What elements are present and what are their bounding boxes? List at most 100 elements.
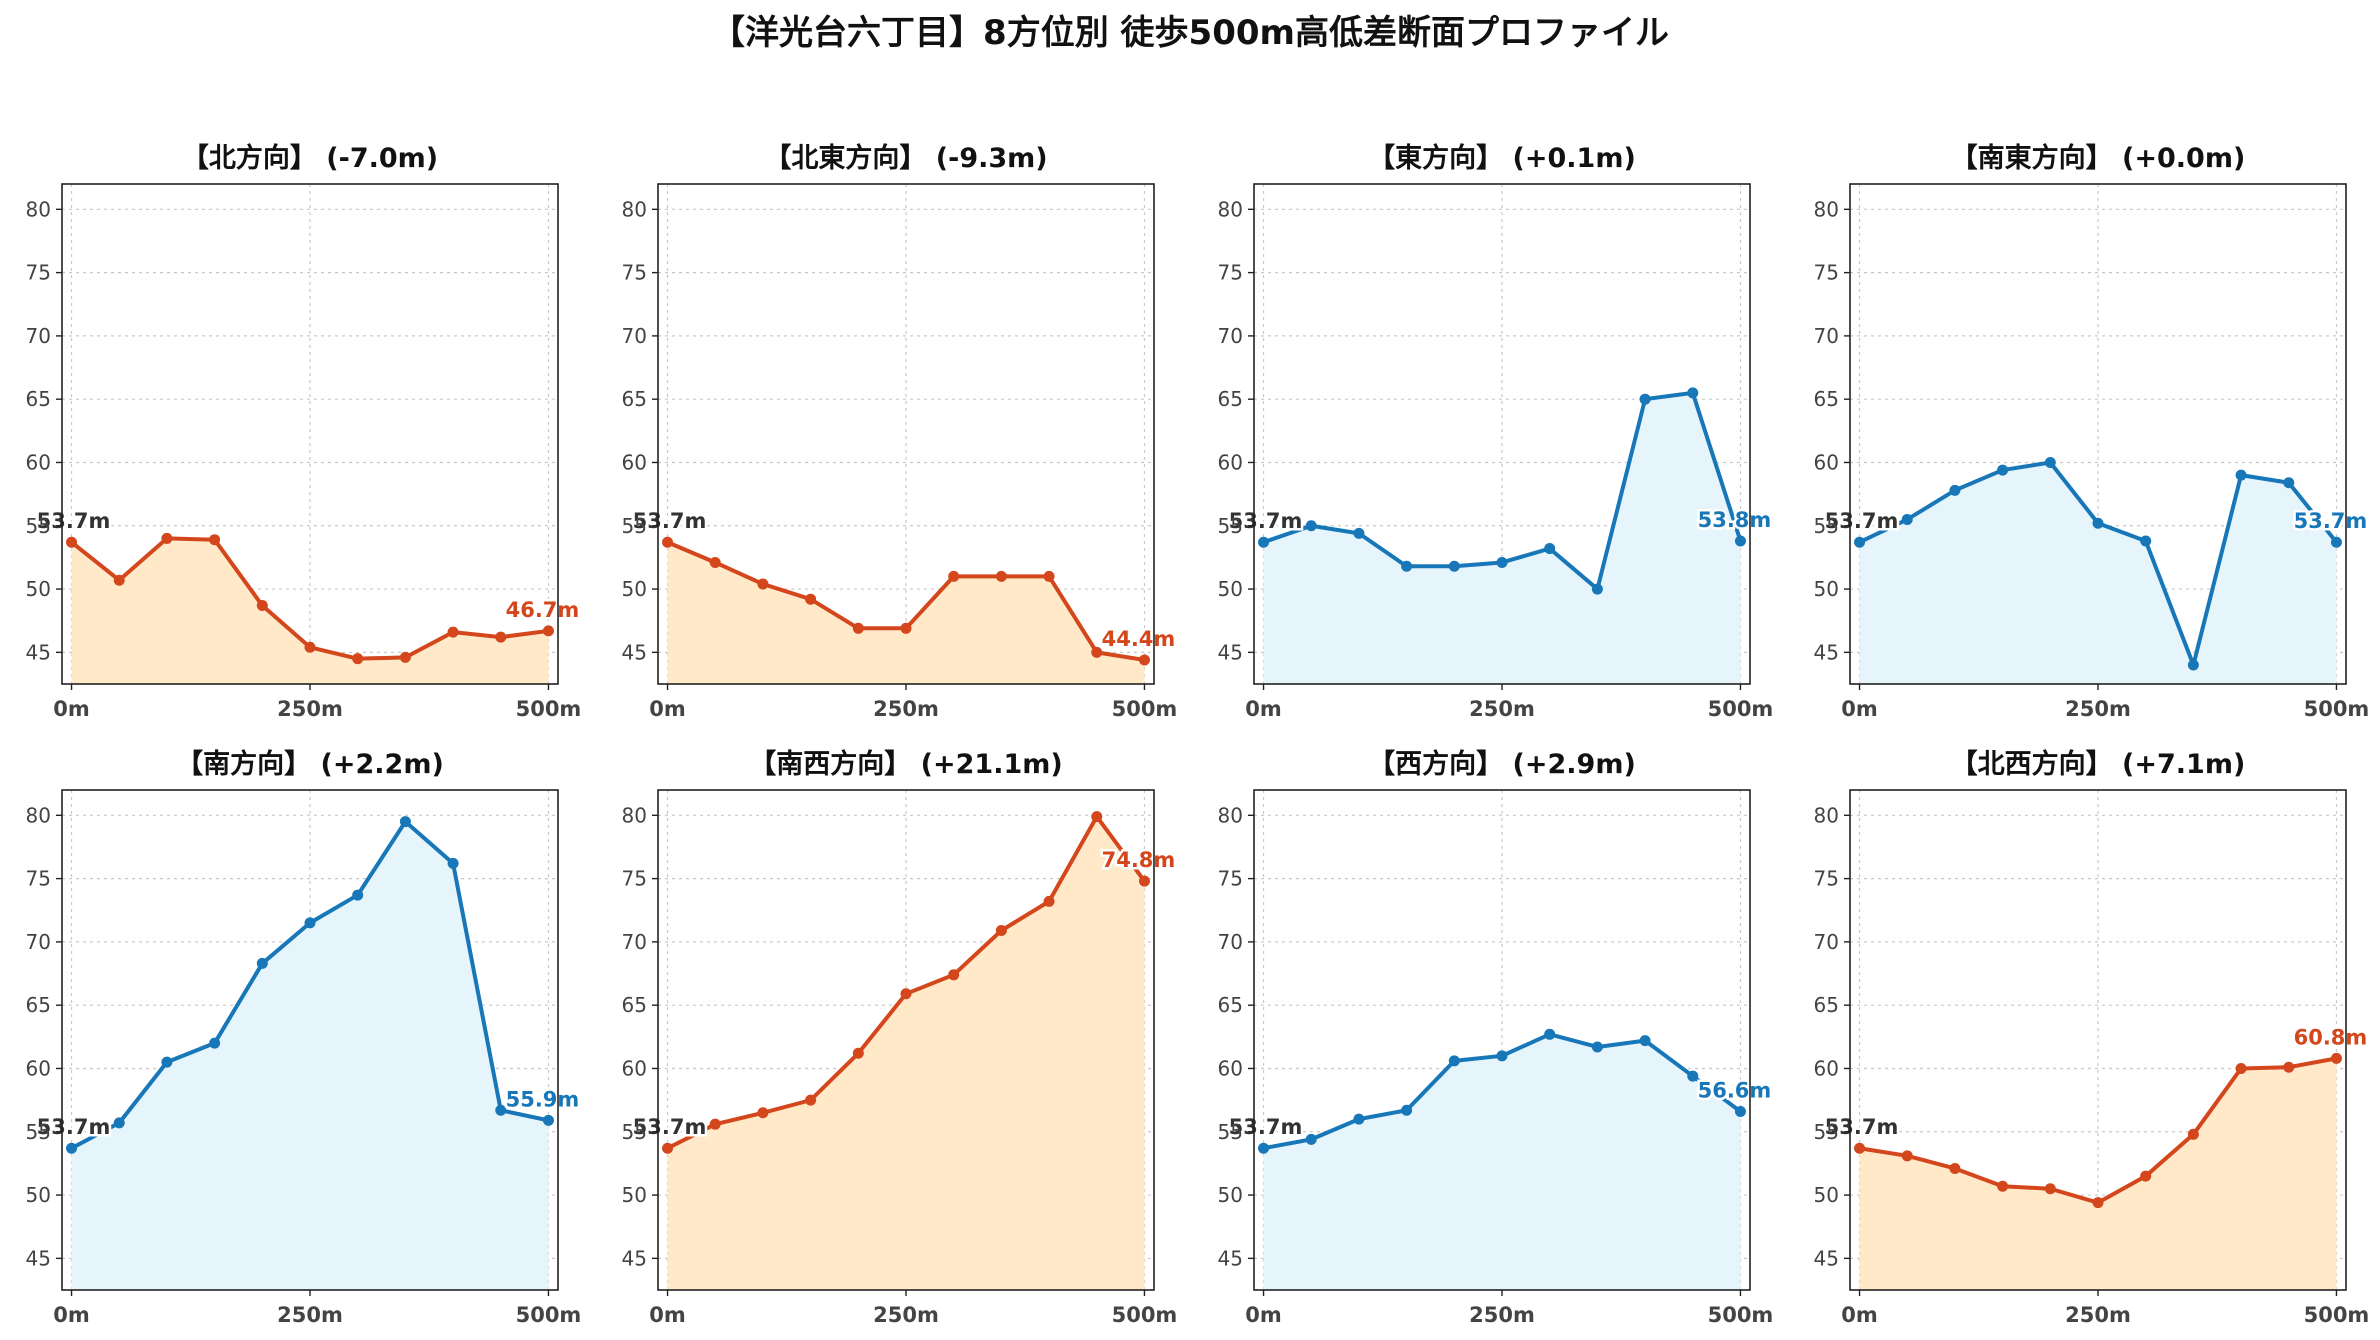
y-tick-label: 70 — [1218, 324, 1243, 348]
y-tick-label: 45 — [1218, 1246, 1243, 1270]
y-tick-label: 60 — [622, 450, 647, 474]
data-point — [1091, 811, 1103, 823]
data-point — [1353, 1113, 1365, 1125]
data-point — [2044, 1183, 2056, 1195]
data-point — [2283, 477, 2295, 489]
x-tick-label: 250m — [1469, 697, 1535, 721]
area-fill — [1859, 462, 2337, 684]
y-tick-label: 50 — [622, 577, 647, 601]
data-point — [2092, 517, 2104, 529]
y-tick-label: 45 — [1814, 1246, 1839, 1270]
data-point — [1591, 1041, 1603, 1053]
y-tick-label: 65 — [26, 993, 51, 1017]
data-point — [1854, 1142, 1866, 1154]
data-point — [1448, 560, 1460, 572]
x-tick-label: 0m — [1245, 1303, 1282, 1327]
data-point — [113, 1117, 125, 1129]
data-point — [1138, 875, 1150, 887]
data-point — [1448, 1055, 1460, 1067]
area-fill — [1859, 1058, 2337, 1290]
y-tick-label: 75 — [26, 261, 51, 285]
data-point — [1687, 1070, 1699, 1082]
y-tick-label: 70 — [1218, 930, 1243, 954]
data-point — [1687, 387, 1699, 399]
x-tick-label: 500m — [2304, 1303, 2370, 1327]
data-point — [1639, 1035, 1651, 1047]
data-point — [2092, 1197, 2104, 1209]
data-point — [256, 957, 268, 969]
data-point — [2187, 1128, 2199, 1140]
end-label: 74.8m — [1102, 848, 1176, 872]
subplot-title: 【西方向】 (+2.9m) — [1368, 748, 1636, 780]
data-point — [1496, 1050, 1508, 1062]
y-tick-label: 60 — [1814, 450, 1839, 474]
data-point — [1949, 484, 1961, 496]
y-tick-label: 70 — [622, 930, 647, 954]
y-tick-label: 60 — [26, 1056, 51, 1080]
data-point — [352, 653, 364, 665]
x-tick-label: 0m — [1245, 697, 1282, 721]
y-tick-label: 70 — [622, 324, 647, 348]
subplot-title: 【南西方向】 (+21.1m) — [749, 748, 1062, 780]
y-tick-label: 80 — [1814, 197, 1839, 221]
data-point — [1043, 895, 1055, 907]
start-label: 53.7m — [633, 1115, 707, 1139]
x-tick-label: 500m — [2304, 697, 2370, 721]
start-label: 53.7m — [1825, 509, 1899, 533]
data-point — [1091, 646, 1103, 658]
subplot-7: 53.7m 56.6m 45 50 55 60 65 70 75 80 0m 250m 500m 【西方向… — [1218, 748, 1774, 1327]
data-point — [1401, 1104, 1413, 1116]
subplot-title: 【南東方向】 (+0.0m) — [1951, 142, 2246, 174]
y-tick-label: 60 — [1218, 450, 1243, 474]
data-point — [542, 625, 554, 637]
end-label: 53.8m — [1698, 508, 1772, 532]
x-tick-label: 500m — [1112, 697, 1178, 721]
data-point — [1258, 536, 1270, 548]
y-tick-label: 55 — [1814, 1120, 1839, 1144]
data-point — [1997, 464, 2009, 476]
data-point — [256, 600, 268, 612]
y-tick-label: 55 — [622, 1120, 647, 1144]
data-point — [2330, 1052, 2342, 1064]
data-point — [2044, 456, 2056, 468]
data-point — [1305, 520, 1317, 532]
y-tick-label: 60 — [1814, 1056, 1839, 1080]
start-label: 53.7m — [633, 509, 707, 533]
data-point — [2330, 536, 2342, 548]
y-tick-label: 50 — [1814, 577, 1839, 601]
x-tick-label: 0m — [1841, 697, 1878, 721]
data-point — [757, 578, 769, 590]
x-tick-label: 250m — [2065, 697, 2131, 721]
y-tick-label: 65 — [1814, 993, 1839, 1017]
y-tick-label: 80 — [26, 197, 51, 221]
data-point — [2235, 1062, 2247, 1074]
data-point — [995, 570, 1007, 582]
subplot-title: 【東方向】 (+0.1m) — [1368, 142, 1636, 174]
x-tick-label: 500m — [516, 1303, 582, 1327]
data-point — [66, 536, 78, 548]
area-fill — [1263, 392, 1741, 684]
y-tick-label: 45 — [622, 640, 647, 664]
data-point — [948, 570, 960, 582]
end-label: 55.9m — [506, 1087, 580, 1111]
data-point — [161, 532, 173, 544]
subplot-title: 【北西方向】 (+7.1m) — [1951, 748, 2246, 780]
start-label: 53.7m — [1229, 509, 1303, 533]
y-tick-label: 60 — [622, 1056, 647, 1080]
y-tick-label: 70 — [26, 930, 51, 954]
data-point — [948, 969, 960, 981]
data-point — [113, 574, 125, 586]
end-label: 56.6m — [1698, 1079, 1772, 1103]
data-point — [1854, 536, 1866, 548]
data-point — [352, 889, 364, 901]
y-tick-label: 55 — [1218, 514, 1243, 538]
y-tick-label: 50 — [1218, 1183, 1243, 1207]
y-tick-label: 50 — [622, 1183, 647, 1207]
area-fill — [71, 821, 549, 1290]
data-point — [2235, 469, 2247, 481]
y-tick-label: 50 — [1218, 577, 1243, 601]
data-point — [1997, 1180, 2009, 1192]
data-point — [805, 593, 817, 605]
